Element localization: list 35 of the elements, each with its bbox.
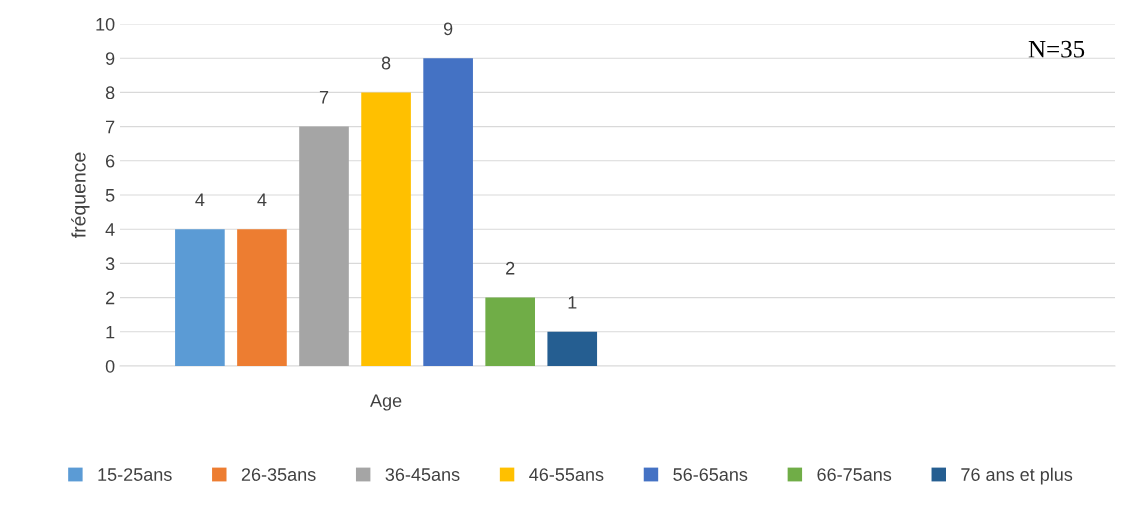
data-label: 4 bbox=[195, 193, 205, 207]
bar bbox=[547, 331, 598, 366]
data-label: 8 bbox=[381, 56, 391, 70]
data-label: 2 bbox=[506, 261, 515, 275]
data-label: 7 bbox=[319, 90, 329, 104]
y-tick-label: 3 bbox=[105, 257, 115, 271]
y-tick-label: 9 bbox=[105, 52, 115, 65]
legend-label: 56-65ans bbox=[673, 468, 748, 481]
bar bbox=[237, 229, 287, 366]
annotation: N=35 bbox=[1028, 40, 1085, 58]
bar bbox=[485, 297, 536, 366]
legend-label: 66-75ans bbox=[817, 468, 892, 481]
x-tick-label: Age bbox=[370, 394, 402, 411]
y-tick-label: 8 bbox=[105, 86, 115, 100]
y-tick-label: 2 bbox=[106, 291, 115, 305]
y-tick-label: 4 bbox=[105, 223, 115, 236]
bar bbox=[361, 92, 411, 366]
y-tick-label: 6 bbox=[106, 154, 115, 168]
bar bbox=[423, 58, 473, 366]
legend-label: 36-45ans bbox=[385, 468, 460, 481]
legend-label: 15-25ans bbox=[98, 468, 172, 481]
data-label: 4 bbox=[257, 193, 267, 207]
y-tick-label: 5 bbox=[105, 189, 115, 202]
bar bbox=[299, 126, 349, 366]
legend-label: 46-55ans bbox=[529, 468, 604, 481]
y-tick-label: 0 bbox=[105, 359, 115, 373]
y-axis-title: fréquence bbox=[71, 152, 90, 238]
y-tick-label: 10 bbox=[96, 17, 115, 31]
y-tick-label: 7 bbox=[106, 120, 115, 134]
data-label: 9 bbox=[443, 22, 453, 36]
y-tick-label: 1 bbox=[106, 325, 115, 339]
legend-label: 26-35ans bbox=[241, 468, 316, 481]
data-label: 1 bbox=[568, 296, 577, 309]
legend-label: 76 ans et plus bbox=[961, 467, 1073, 485]
bar bbox=[175, 229, 225, 366]
